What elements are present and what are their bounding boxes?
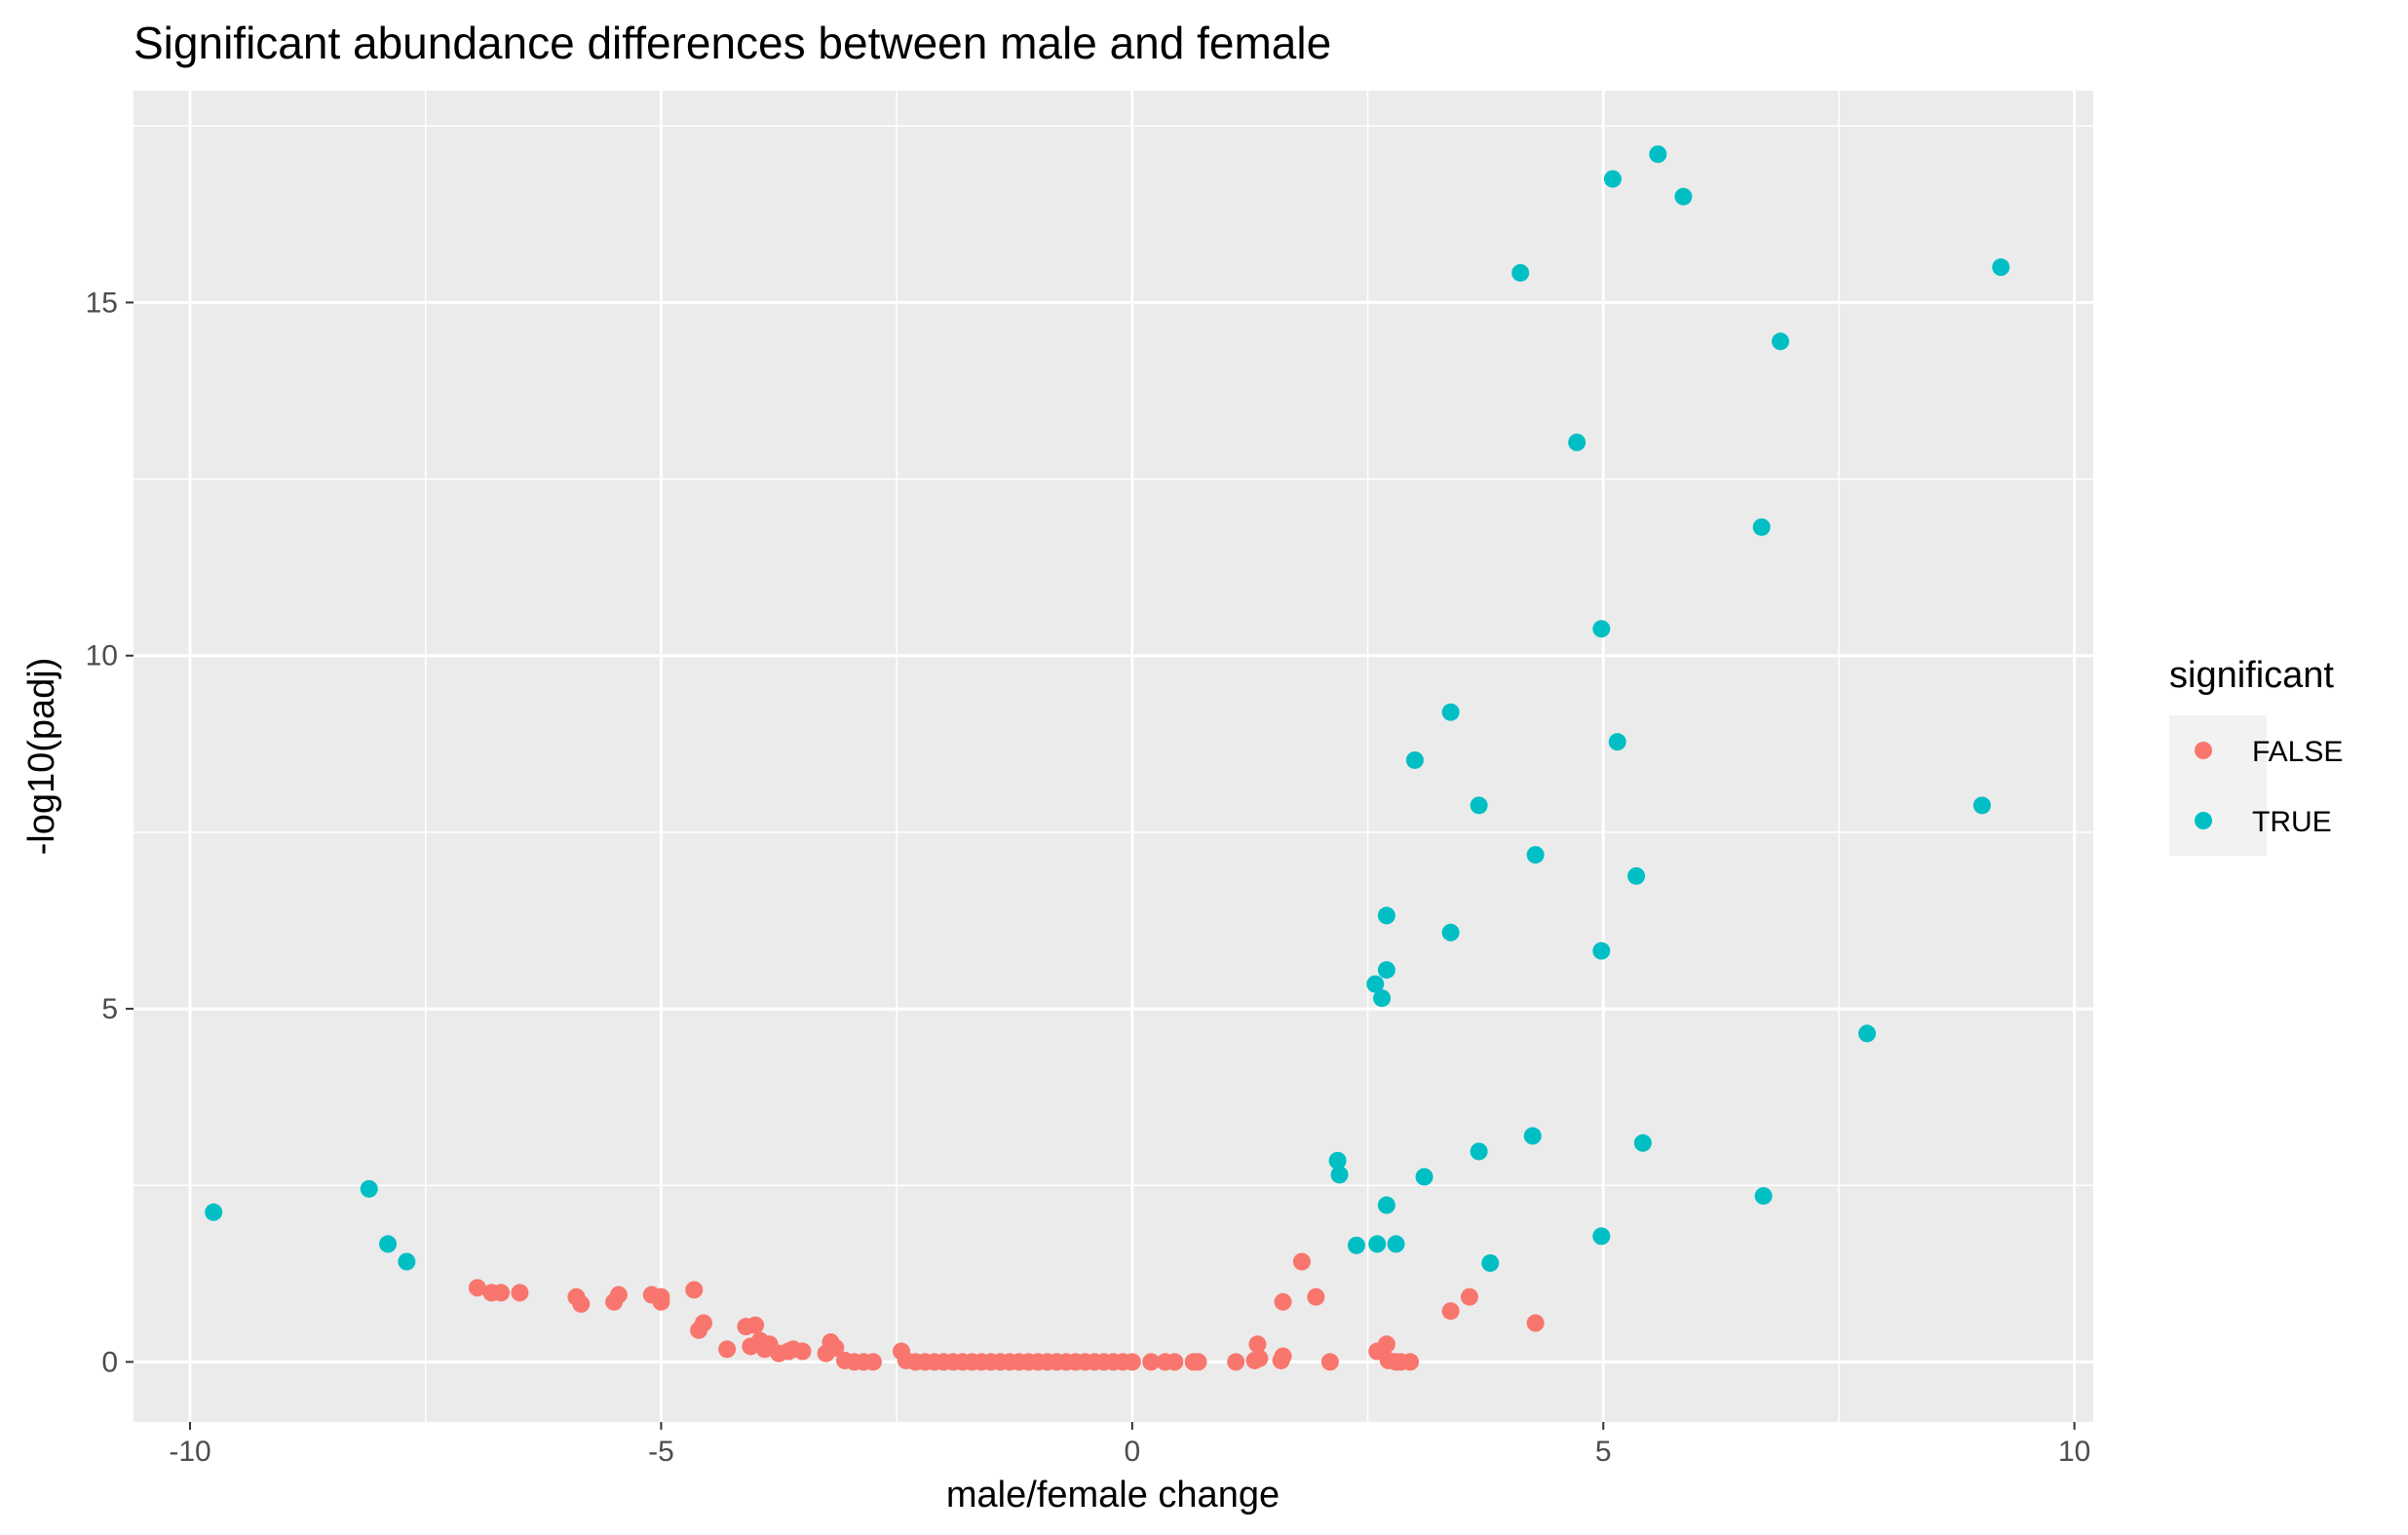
data-point [205, 1203, 223, 1221]
y-tick-label: 15 [86, 287, 118, 319]
grid-minor [134, 91, 2093, 1422]
data-point [1526, 846, 1545, 864]
data-point [1568, 433, 1586, 451]
data-point [1373, 989, 1392, 1008]
data-point [1523, 1127, 1542, 1145]
data-point [1330, 1166, 1349, 1184]
plot-panel [134, 91, 2093, 1422]
legend: significant FALSE TRUE [2169, 655, 2343, 856]
data-point [1633, 1133, 1652, 1152]
data-point [1674, 187, 1693, 206]
data-point [1752, 518, 1771, 536]
data-point [863, 1353, 882, 1371]
data-point [1250, 1349, 1269, 1367]
legend-title: significant [2169, 655, 2334, 696]
data-point [1592, 941, 1611, 960]
y-axis: 0 5 10 15 [86, 287, 134, 1378]
data-point [1592, 1227, 1611, 1246]
y-tick-label: 10 [86, 640, 118, 672]
data-point [1320, 1353, 1339, 1371]
x-tick-label: 5 [1595, 1436, 1612, 1468]
data-point [826, 1338, 845, 1357]
data-point [1274, 1292, 1292, 1311]
data-point [1992, 258, 2010, 277]
data-point [1123, 1353, 1141, 1371]
data-point [1441, 923, 1460, 941]
data-point [652, 1287, 670, 1306]
data-point [1772, 332, 1790, 351]
legend-label-false: FALSE [2252, 736, 2343, 768]
y-tick-label: 0 [101, 1346, 118, 1378]
data-point [1387, 1235, 1405, 1253]
y-axis-title: -log10(padj) [21, 658, 62, 856]
data-point [379, 1235, 398, 1253]
data-point [1649, 145, 1667, 164]
data-point [1274, 1347, 1292, 1365]
legend-items: FALSE TRUE [2195, 736, 2343, 838]
data-point [609, 1286, 628, 1304]
data-point [1328, 1151, 1347, 1170]
data-point [1189, 1353, 1207, 1371]
data-point [685, 1281, 704, 1299]
data-point [1166, 1353, 1184, 1371]
data-point [1401, 1353, 1420, 1371]
data-point [1377, 1335, 1395, 1354]
data-point [1307, 1287, 1325, 1306]
data-point [1481, 1253, 1500, 1272]
legend-key-true [2195, 812, 2212, 829]
data-point [1754, 1187, 1773, 1206]
y-tick-label: 5 [101, 993, 118, 1025]
data-point [492, 1284, 511, 1302]
data-point [1377, 906, 1395, 925]
data-point [1366, 975, 1385, 993]
data-point [1460, 1287, 1478, 1306]
data-point [746, 1316, 765, 1334]
data-point [1248, 1335, 1267, 1354]
data-point [1368, 1235, 1387, 1253]
data-point [1405, 750, 1424, 769]
legend-key-false [2195, 742, 2212, 759]
data-point [1511, 263, 1530, 282]
data-point [694, 1314, 712, 1332]
data-points [205, 145, 2010, 1371]
data-point [1142, 1353, 1161, 1371]
data-point [1377, 1196, 1395, 1214]
data-point [468, 1279, 486, 1297]
data-point [1857, 1024, 1876, 1043]
data-point [1603, 170, 1622, 188]
x-axis-title: male/female change [946, 1475, 1280, 1516]
data-point [793, 1342, 812, 1361]
data-point [1470, 1142, 1488, 1161]
data-point [1592, 620, 1611, 638]
data-point [1972, 796, 1991, 815]
legend-label-true: TRUE [2252, 806, 2332, 838]
data-point [1441, 703, 1460, 721]
data-point [1292, 1252, 1311, 1271]
data-point [572, 1294, 591, 1313]
data-point [1347, 1236, 1365, 1254]
data-point [1608, 733, 1626, 751]
x-tick-label: -5 [648, 1436, 674, 1468]
data-point [1441, 1302, 1460, 1321]
x-tick-label: 10 [2058, 1436, 2090, 1468]
x-tick-label: 0 [1124, 1436, 1140, 1468]
chart-title: Significant abundance differences betwee… [134, 18, 1331, 68]
x-tick-label: -10 [169, 1436, 210, 1468]
data-point [718, 1340, 737, 1359]
data-point [398, 1252, 416, 1271]
data-point [1526, 1314, 1545, 1332]
data-point [511, 1284, 529, 1302]
data-point [1627, 866, 1646, 885]
data-point [1377, 961, 1395, 979]
data-point [360, 1179, 378, 1198]
legend-key-background [2169, 715, 2267, 856]
data-point [1470, 796, 1488, 815]
data-point [1415, 1168, 1433, 1186]
x-axis: -10 -5 0 5 10 [169, 1422, 2090, 1468]
data-point [1227, 1353, 1245, 1371]
